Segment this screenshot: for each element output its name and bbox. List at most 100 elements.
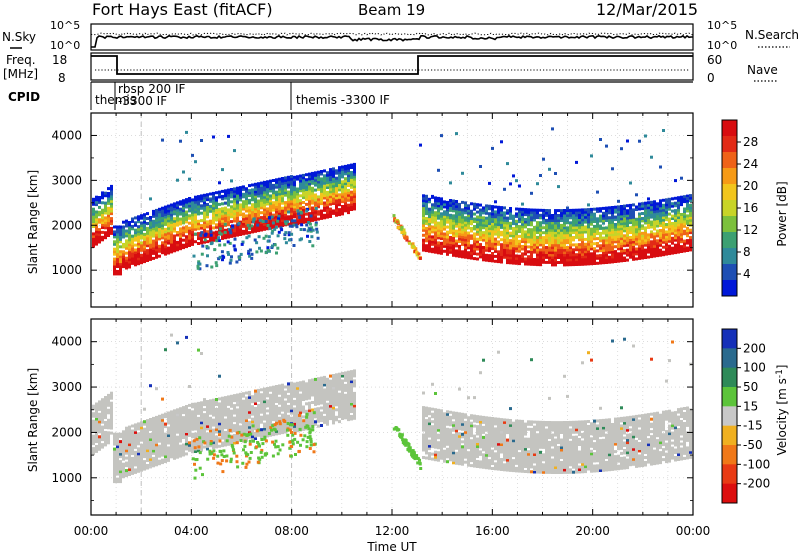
power-cell (347, 176, 350, 180)
power-cell (254, 229, 257, 233)
power-cell (278, 192, 281, 196)
power-cell (440, 241, 443, 245)
power-cell (599, 209, 602, 213)
power-cell (617, 227, 620, 231)
velocity-cell (158, 417, 161, 421)
velocity-cell (260, 415, 263, 419)
velocity-cell (158, 427, 161, 431)
velocity-cell (107, 408, 110, 412)
power-cell (134, 263, 137, 267)
power-cell (431, 228, 434, 231)
power-cell (314, 210, 317, 214)
power-cell (347, 206, 350, 210)
velocity-cell (137, 469, 140, 473)
power-cell (146, 254, 149, 258)
power-cell (335, 198, 338, 202)
power-cell (323, 201, 326, 205)
power-cell (122, 228, 125, 232)
power-cell (653, 227, 656, 231)
velocity-cell (167, 426, 170, 430)
power-cell (116, 247, 119, 251)
power-cell (170, 215, 173, 219)
velocity-cell (149, 440, 152, 444)
power-cell (143, 223, 146, 226)
power-cell (248, 218, 251, 222)
power-cell (458, 230, 461, 234)
power-cell (617, 205, 620, 209)
power-cell (422, 233, 425, 237)
power-cell (113, 257, 116, 261)
power-cell (527, 257, 530, 261)
power-cell (92, 210, 95, 214)
power-cell (590, 207, 593, 211)
power-cell (461, 223, 464, 227)
velocity-cell (206, 400, 209, 403)
power-cell (641, 217, 644, 220)
velocity-cell (284, 403, 287, 406)
velocity-cell (143, 432, 146, 436)
power-cell (290, 197, 293, 201)
power-cell (467, 214, 470, 218)
power-cell (614, 230, 617, 234)
power-cell (521, 217, 524, 221)
power-cell (269, 182, 272, 186)
power-cell (608, 208, 611, 212)
power-cell (158, 222, 161, 226)
power-cell (554, 228, 557, 232)
power-cell (449, 199, 452, 202)
velocity-cell (128, 468, 131, 471)
power-cell (497, 240, 500, 244)
velocity-cell (236, 428, 239, 432)
power-cell (467, 221, 470, 225)
power-cell (542, 253, 545, 257)
power-cell (545, 241, 548, 245)
power-cell (161, 214, 164, 218)
velocity-cell (158, 462, 161, 466)
power-cell (287, 222, 290, 226)
velocity-cell (116, 472, 119, 476)
power-cell (548, 216, 551, 220)
power-cell (197, 207, 200, 211)
power-cell (542, 250, 545, 254)
power-cell (620, 205, 623, 208)
power-cell (671, 241, 674, 245)
power-cell (164, 242, 167, 246)
power-cell (530, 245, 533, 249)
power-cell (560, 231, 563, 235)
power-cell (464, 250, 467, 254)
power-cell (146, 244, 149, 248)
power-cell (92, 207, 95, 211)
velocity-cell (125, 431, 128, 435)
power-cell (515, 256, 518, 260)
power-cell (512, 256, 515, 260)
velocity-cell (119, 460, 122, 464)
velocity-cell (191, 410, 194, 414)
velocity-cell (188, 448, 191, 452)
power-cell (668, 237, 671, 241)
power-cell (101, 235, 104, 239)
power-cell (689, 194, 692, 198)
power-cell (185, 240, 188, 244)
power-cell (353, 167, 356, 171)
cpid-seg-1-label: themis (95, 93, 136, 107)
velocity-cell (101, 415, 104, 419)
velocity-cell (215, 435, 218, 439)
power-cell (287, 217, 290, 221)
power-cell (236, 206, 239, 210)
power-cell (434, 203, 437, 207)
power-cell (110, 204, 113, 208)
power-cell (332, 189, 335, 193)
velocity-cell (107, 441, 110, 445)
power-cell (659, 204, 662, 208)
power-cell (257, 187, 260, 191)
power-cell (258, 218, 262, 222)
power-cell (305, 197, 308, 201)
power-cell (230, 205, 233, 209)
velocity-cell (266, 429, 269, 433)
velocity-cell (221, 404, 224, 408)
power-cell (455, 251, 458, 255)
power-cell (422, 241, 425, 245)
power-cell (173, 227, 176, 231)
power-cell (425, 197, 428, 201)
power-cell (296, 219, 299, 223)
